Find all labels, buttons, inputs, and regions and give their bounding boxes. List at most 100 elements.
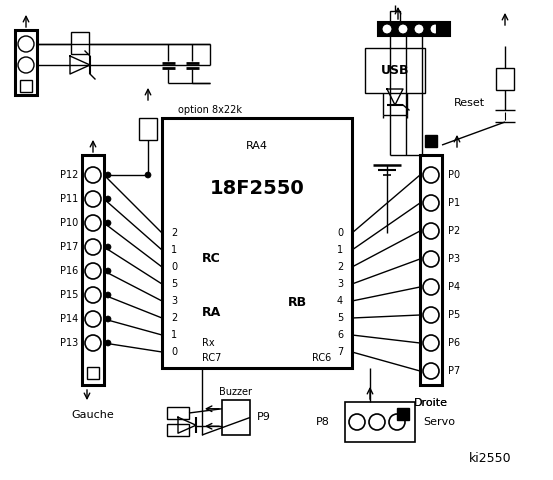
Text: P12: P12 (60, 170, 78, 180)
Text: P7: P7 (448, 366, 460, 376)
Text: P0: P0 (448, 170, 460, 180)
Bar (496, 68, 514, 90)
Bar (82, 155, 104, 385)
Text: 2: 2 (337, 262, 343, 272)
Text: P17: P17 (60, 242, 78, 252)
Text: RB: RB (288, 297, 307, 310)
Text: P6: P6 (448, 338, 460, 348)
Text: 0: 0 (337, 228, 343, 238)
Text: ki2550: ki2550 (469, 452, 512, 465)
Circle shape (85, 239, 101, 255)
Bar (139, 118, 157, 140)
Circle shape (105, 292, 111, 298)
Text: P9: P9 (257, 412, 271, 422)
Text: P2: P2 (448, 226, 460, 236)
Text: 2: 2 (171, 228, 177, 238)
Text: 18F2550: 18F2550 (210, 179, 304, 197)
Text: P5: P5 (448, 310, 460, 320)
Circle shape (414, 24, 424, 34)
Circle shape (85, 287, 101, 303)
Circle shape (105, 340, 111, 346)
Text: 7: 7 (337, 347, 343, 357)
Text: P16: P16 (60, 266, 78, 276)
Circle shape (389, 414, 405, 430)
Text: 1: 1 (171, 245, 177, 255)
Bar (420, 155, 442, 385)
Circle shape (145, 172, 151, 178)
Bar (365, 48, 425, 93)
Circle shape (423, 363, 439, 379)
Circle shape (398, 24, 408, 34)
Text: RA4: RA4 (246, 141, 268, 151)
Bar (167, 424, 189, 436)
Circle shape (423, 279, 439, 295)
Text: 5: 5 (171, 279, 177, 289)
Bar (162, 118, 352, 368)
Bar (222, 400, 250, 435)
Circle shape (85, 191, 101, 207)
Bar (397, 408, 409, 420)
Circle shape (105, 196, 111, 202)
Bar (71, 32, 89, 54)
Circle shape (423, 251, 439, 267)
Circle shape (105, 244, 111, 250)
Circle shape (85, 335, 101, 351)
Text: RC6: RC6 (312, 353, 332, 363)
Bar (15, 30, 37, 95)
Text: Droite: Droite (414, 398, 448, 408)
Text: P8: P8 (316, 417, 330, 427)
Circle shape (85, 311, 101, 327)
Circle shape (85, 263, 101, 279)
Text: P15: P15 (60, 290, 78, 300)
Bar (87, 367, 99, 379)
Text: 6: 6 (337, 330, 343, 340)
Circle shape (85, 167, 101, 183)
Text: 3: 3 (171, 296, 177, 306)
Circle shape (105, 316, 111, 322)
Text: 2: 2 (171, 313, 177, 323)
Bar (20, 80, 32, 92)
Text: P1: P1 (448, 198, 460, 208)
Text: 1: 1 (171, 330, 177, 340)
Text: RC: RC (202, 252, 221, 264)
Text: Droite: Droite (414, 398, 448, 408)
Text: option 8x22k: option 8x22k (178, 105, 242, 115)
Text: 4: 4 (337, 296, 343, 306)
Text: 1: 1 (337, 245, 343, 255)
Bar (378, 22, 450, 36)
Text: P13: P13 (60, 338, 78, 348)
Bar (167, 407, 189, 419)
Bar (425, 135, 437, 147)
Text: 0: 0 (171, 347, 177, 357)
Text: USB: USB (381, 64, 409, 77)
Bar (390, 11, 400, 29)
Text: 0: 0 (171, 262, 177, 272)
Circle shape (18, 36, 34, 52)
Text: RA: RA (202, 307, 221, 320)
Circle shape (85, 215, 101, 231)
Text: P3: P3 (448, 254, 460, 264)
Text: Buzzer: Buzzer (220, 387, 253, 397)
Text: 5: 5 (337, 313, 343, 323)
Text: Rx: Rx (202, 338, 215, 348)
Circle shape (423, 335, 439, 351)
Circle shape (369, 414, 385, 430)
Circle shape (382, 24, 392, 34)
Circle shape (423, 223, 439, 239)
Circle shape (423, 167, 439, 183)
Text: RC7: RC7 (202, 353, 221, 363)
Text: 3: 3 (337, 279, 343, 289)
Bar (345, 402, 415, 442)
Text: P11: P11 (60, 194, 78, 204)
Circle shape (423, 195, 439, 211)
Text: Gauche: Gauche (72, 410, 114, 420)
Circle shape (423, 307, 439, 323)
Circle shape (430, 24, 440, 34)
Circle shape (18, 57, 34, 73)
Circle shape (105, 268, 111, 274)
Circle shape (349, 414, 365, 430)
Text: P4: P4 (448, 282, 460, 292)
Text: Servo: Servo (423, 417, 455, 427)
Text: P10: P10 (60, 218, 78, 228)
Bar (436, 24, 446, 34)
